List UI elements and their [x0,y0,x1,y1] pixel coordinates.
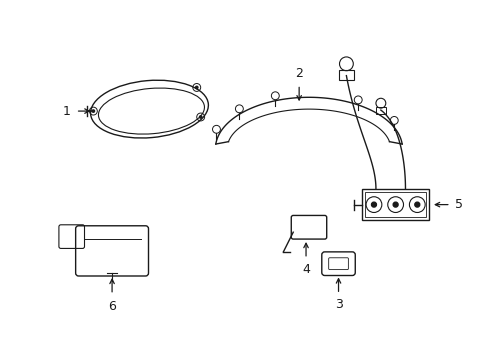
Text: 1: 1 [63,105,71,118]
Text: 2: 2 [295,67,303,80]
Bar [362,189,428,220]
Text: 4: 4 [302,263,309,276]
Bar [375,107,385,114]
Text: 6: 6 [108,300,116,312]
Circle shape [371,202,376,207]
Circle shape [195,86,198,89]
Text: 5: 5 [454,198,462,211]
Circle shape [414,202,419,207]
Circle shape [92,110,94,112]
Text: 3: 3 [334,298,342,311]
Bar [365,192,425,217]
Circle shape [199,116,202,118]
Circle shape [392,202,397,207]
Bar [338,70,353,80]
